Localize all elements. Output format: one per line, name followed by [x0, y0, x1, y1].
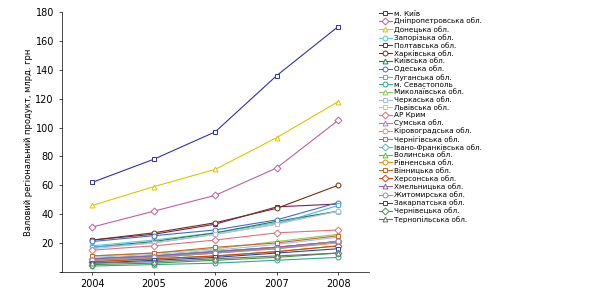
Y-axis label: Валовий регіональний продукт, млрд. грн: Валовий регіональний продукт, млрд. грн [23, 48, 33, 236]
Legend: м. Київ, Дніпропетровська обл., Донецька обл., Запорізька обл., Полтавська обл.,: м. Київ, Дніпропетровська обл., Донецька… [379, 11, 482, 223]
